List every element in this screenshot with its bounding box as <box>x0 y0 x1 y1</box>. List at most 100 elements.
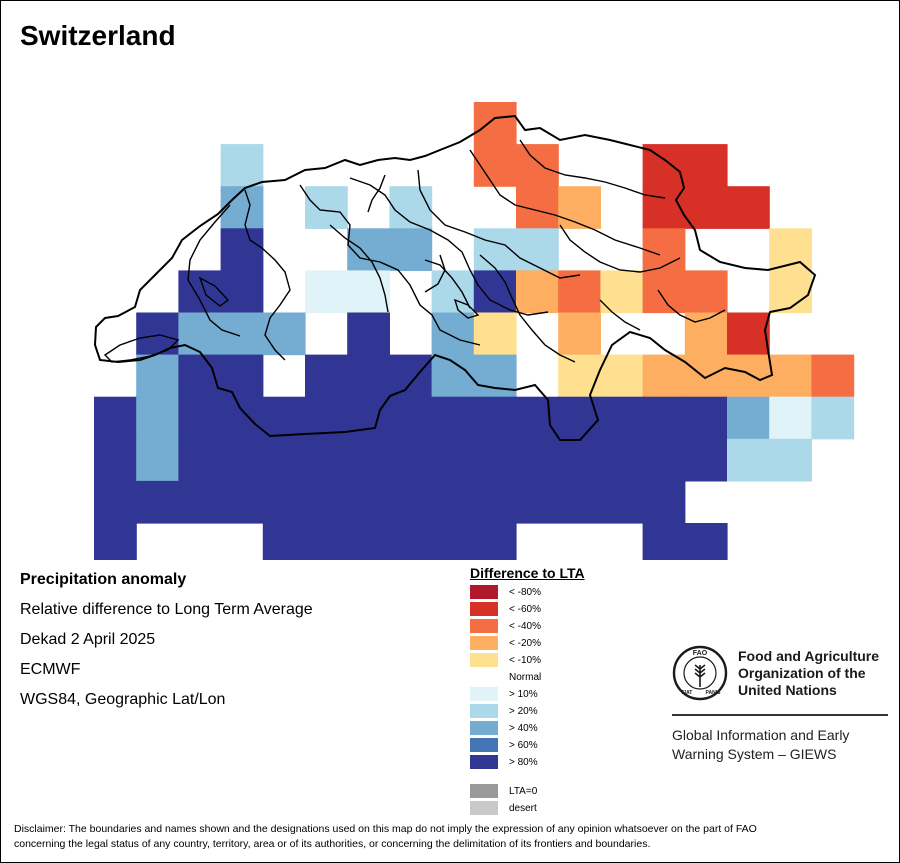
anomaly-cell <box>769 396 812 440</box>
anomaly-grid <box>94 102 855 560</box>
anomaly-cell <box>684 438 728 482</box>
anomaly-cell <box>642 480 686 524</box>
legend-item: < -10% <box>470 653 670 670</box>
canton-border <box>244 189 291 361</box>
anomaly-cell <box>727 438 770 482</box>
legend-swatch <box>470 801 498 815</box>
border-outlines <box>93 114 817 441</box>
precipitation-anomaly-map <box>93 102 855 560</box>
anomaly-cell <box>769 438 812 482</box>
anomaly-cell <box>220 480 264 524</box>
legend-item: < -80% <box>470 585 670 602</box>
anomaly-cell <box>811 354 855 398</box>
anomaly-cell <box>389 228 433 271</box>
anomaly-cell <box>347 396 390 440</box>
anomaly-cell <box>94 523 137 560</box>
canton-border <box>479 254 576 363</box>
legend-label: > 20% <box>509 706 538 717</box>
anomaly-cell <box>558 438 601 482</box>
anomaly-cell <box>220 396 264 440</box>
legend-item: < -40% <box>470 619 670 636</box>
anomaly-cell <box>136 396 179 440</box>
anomaly-cell <box>220 438 264 482</box>
legend-swatch <box>470 721 498 735</box>
anomaly-cell <box>347 523 390 560</box>
info-line: WGS84, Geographic Lat/Lon <box>20 691 226 708</box>
anomaly-cell <box>305 186 348 229</box>
fao-name-line: United Nations <box>738 682 837 698</box>
anomaly-cell <box>473 480 517 524</box>
anomaly-cell <box>600 480 644 524</box>
anomaly-cell <box>431 270 475 314</box>
legend-label: > 10% <box>509 689 538 700</box>
anomaly-cell <box>347 228 390 271</box>
legend-item: desert <box>470 801 670 818</box>
canton-border <box>417 169 581 279</box>
anomaly-cell <box>684 186 728 229</box>
disclaimer: Disclaimer: The boundaries and names sho… <box>14 822 884 852</box>
anomaly-cell <box>136 354 179 398</box>
anomaly-cell <box>684 523 728 560</box>
anomaly-cell <box>220 144 264 187</box>
legend-items: < -80% < -60% < -40% < -20% < -10% Normal > 10… <box>470 585 670 772</box>
anomaly-cell <box>431 523 475 560</box>
anomaly-cell <box>94 396 137 440</box>
anomaly-cell <box>558 396 601 440</box>
anomaly-cell <box>642 228 686 271</box>
anomaly-cell <box>516 144 559 187</box>
anomaly-cell <box>516 270 559 314</box>
anomaly-cell <box>516 228 559 271</box>
anomaly-cell <box>94 480 137 524</box>
anomaly-cell <box>389 523 433 560</box>
legend-label: LTA=0 <box>509 786 538 797</box>
anomaly-cell <box>178 270 222 314</box>
anomaly-cell <box>305 480 348 524</box>
legend-label: < -20% <box>509 638 541 649</box>
legend-item: > 10% <box>470 687 670 704</box>
anomaly-cell <box>642 438 686 482</box>
giews-name: Global Information and Early Warning Sys… <box>672 726 849 764</box>
anomaly-cell <box>642 144 686 187</box>
map-title: Switzerland <box>20 20 176 51</box>
legend-item: < -20% <box>470 636 670 653</box>
canton-border <box>657 289 726 323</box>
anomaly-cell <box>305 354 348 398</box>
anomaly-cell <box>136 312 179 356</box>
anomaly-cell <box>136 438 179 482</box>
legend-label: Normal <box>509 672 542 683</box>
canton-border <box>599 299 641 331</box>
anomaly-cell <box>684 270 728 314</box>
legend-swatch <box>470 755 498 769</box>
disclaimer-line: Disclaimer: The boundaries and names sho… <box>14 823 757 835</box>
legend-swatch <box>470 636 498 650</box>
anomaly-cell <box>347 354 390 398</box>
legend-label: < -60% <box>509 604 541 615</box>
anomaly-cell <box>684 144 728 187</box>
fao-logo-text: FAO <box>693 650 708 657</box>
anomaly-cell <box>347 480 390 524</box>
anomaly-cell <box>600 270 644 314</box>
canton-border <box>329 224 389 313</box>
info-line: Relative difference to Long Term Average <box>20 601 313 618</box>
legend-item: > 60% <box>470 738 670 755</box>
anomaly-cell <box>558 312 601 356</box>
canton-border <box>424 254 446 293</box>
anomaly-cell <box>431 480 475 524</box>
anomaly-cell <box>136 480 179 524</box>
map-info: Precipitation anomaly Relative differenc… <box>20 570 440 720</box>
legend-item: > 20% <box>470 704 670 721</box>
anomaly-cell <box>389 480 433 524</box>
anomaly-cell <box>220 312 264 356</box>
info-heading: Precipitation anomaly <box>20 571 187 588</box>
anomaly-cell <box>178 480 222 524</box>
legend-label: < -10% <box>509 655 541 666</box>
fao-name-line: Food and Agriculture <box>738 648 880 664</box>
giews-line: Global Information and Early <box>672 727 850 743</box>
anomaly-cell <box>431 396 475 440</box>
anomaly-cell <box>473 354 517 398</box>
anomaly-cell <box>642 396 686 440</box>
anomaly-cell <box>473 438 517 482</box>
disclaimer-line: concerning the legal status of any count… <box>14 838 651 850</box>
anomaly-cell <box>727 312 770 356</box>
anomaly-cell <box>600 354 644 398</box>
